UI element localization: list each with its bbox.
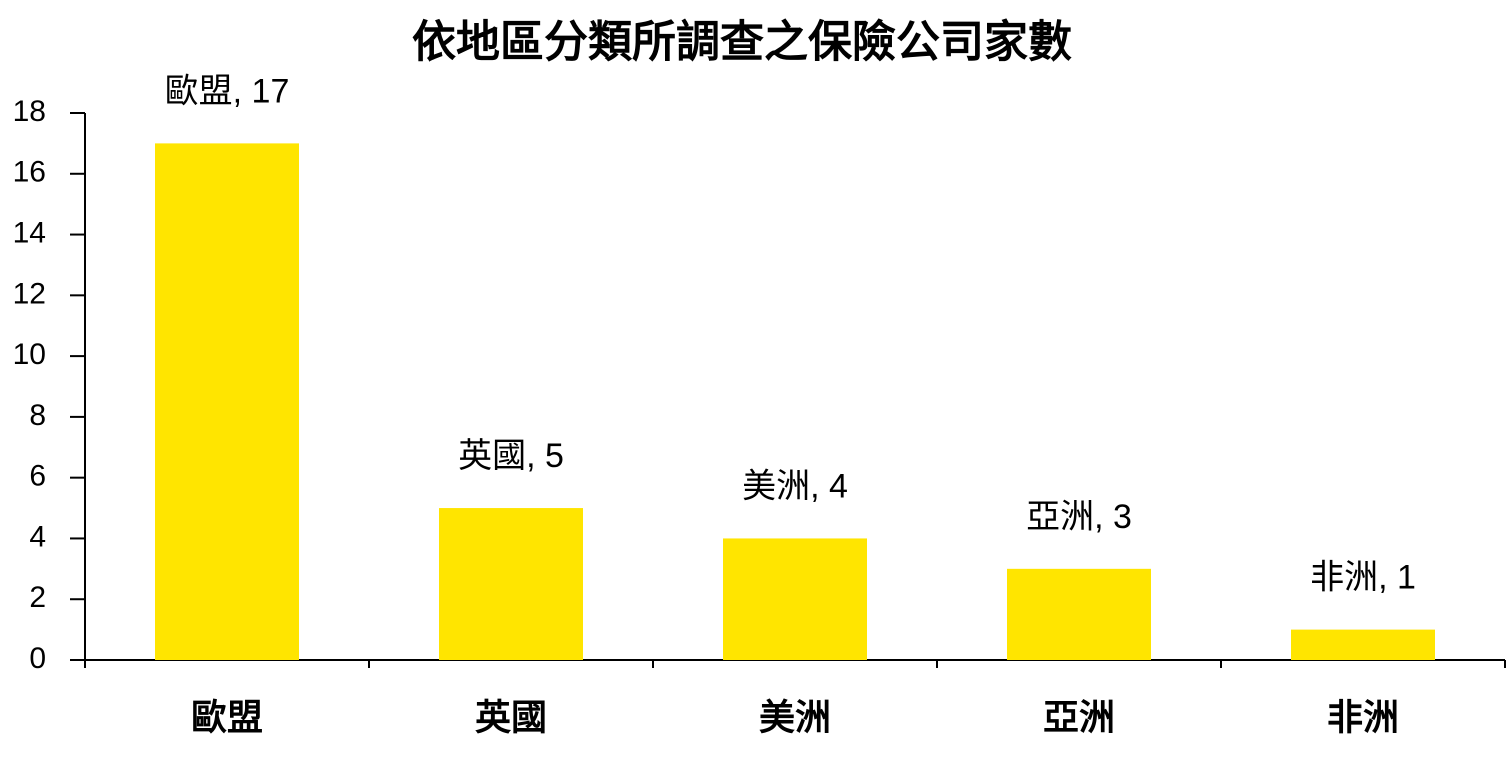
value-label: 亞洲, 3 — [1026, 498, 1132, 536]
value-label: 美洲, 4 — [742, 467, 848, 505]
y-tick-label: 10 — [13, 338, 46, 371]
bar — [723, 538, 867, 660]
value-label: 英國, 5 — [458, 437, 564, 475]
bar — [155, 143, 299, 660]
x-tick-label: 亞洲 — [1043, 697, 1115, 738]
x-tick-label: 美洲 — [759, 697, 831, 738]
y-tick-label: 8 — [29, 399, 46, 432]
chart-title: 依地區分類所調查之保險公司家數 — [412, 18, 1072, 67]
y-tick-label: 6 — [29, 460, 46, 493]
y-tick-label: 16 — [13, 156, 46, 189]
bar — [1007, 568, 1151, 660]
x-tick-label: 英國 — [475, 697, 547, 738]
y-tick-label: 12 — [13, 277, 46, 310]
x-tick-label: 非洲 — [1327, 697, 1399, 738]
y-tick-label: 18 — [13, 95, 46, 128]
y-tick-label: 2 — [29, 581, 46, 614]
bar — [1291, 629, 1435, 660]
x-tick-label: 歐盟 — [191, 697, 263, 738]
y-tick-label: 0 — [29, 642, 46, 675]
y-tick-label: 14 — [13, 216, 46, 249]
bar — [439, 508, 583, 660]
value-label: 非洲, 1 — [1310, 559, 1416, 597]
y-tick-label: 4 — [29, 520, 46, 553]
value-label: 歐盟, 17 — [165, 72, 290, 110]
